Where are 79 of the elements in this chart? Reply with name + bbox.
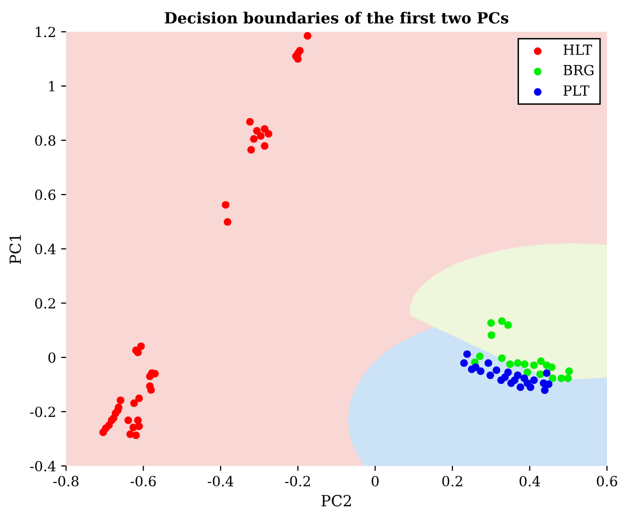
y-tick-label: -0.2 — [30, 406, 55, 418]
point — [460, 359, 468, 367]
x-tick-label: -0.4 — [208, 476, 234, 486]
point — [130, 399, 138, 408]
point — [501, 373, 509, 381]
point — [544, 380, 552, 388]
point — [506, 360, 514, 368]
x-tick-label: 0.4 — [520, 476, 540, 486]
point — [484, 359, 492, 367]
point — [124, 416, 132, 424]
x-tick-label: 0.2 — [442, 476, 462, 486]
x-tick-label: 0.6 — [596, 476, 618, 486]
legend-label: HLT — [563, 44, 592, 55]
y-tick-label: -0.4 — [30, 460, 56, 472]
point — [564, 374, 572, 382]
point — [565, 367, 573, 376]
point — [510, 376, 518, 384]
point — [476, 367, 484, 376]
point — [256, 132, 265, 140]
chart-title: Decision boundaries of the first two PCs — [164, 12, 508, 24]
point — [520, 360, 528, 368]
point — [487, 319, 495, 327]
legend-label: BRG — [563, 64, 594, 76]
x-axis-title: PC2 — [322, 494, 351, 506]
y-tick-label: 0 — [48, 352, 56, 363]
point — [514, 359, 522, 367]
point — [558, 374, 566, 382]
point — [504, 321, 512, 329]
point — [264, 130, 272, 138]
point — [146, 372, 154, 380]
y-tick-label: 0.4 — [35, 244, 56, 254]
point — [548, 374, 556, 382]
y-tick-label: 1 — [49, 80, 54, 92]
point — [524, 379, 532, 387]
point — [536, 370, 544, 378]
point — [260, 125, 268, 133]
point — [135, 422, 143, 430]
point — [472, 363, 480, 371]
x-tick-label: -0.6 — [130, 476, 156, 486]
point — [110, 414, 118, 422]
point — [102, 424, 110, 432]
y-axis-title: PC1 — [9, 235, 22, 264]
point — [116, 396, 124, 404]
point — [296, 46, 304, 55]
point — [542, 369, 551, 377]
y-tick-label: 0.6 — [35, 190, 56, 200]
point — [246, 118, 254, 126]
point — [222, 201, 230, 209]
point — [463, 350, 471, 358]
point — [135, 394, 143, 402]
point — [548, 363, 556, 371]
point — [147, 386, 155, 394]
point — [516, 383, 524, 392]
point — [476, 352, 484, 360]
point — [537, 357, 545, 365]
point — [137, 342, 145, 350]
y-tick-label: 0.8 — [35, 135, 56, 146]
point — [247, 146, 255, 154]
point — [224, 218, 232, 226]
point — [540, 386, 549, 394]
point — [498, 354, 506, 362]
point — [260, 142, 268, 150]
point — [530, 361, 538, 370]
y-tick-label: 1.2 — [36, 26, 55, 38]
x-tick-label: -0.8 — [53, 476, 78, 486]
x-tick-label: 0 — [372, 476, 379, 486]
point — [486, 371, 494, 380]
point — [132, 431, 140, 440]
point — [304, 32, 312, 40]
point — [524, 368, 532, 376]
y-tick-label: 0.2 — [35, 298, 55, 309]
legend-label: PLT — [563, 85, 590, 96]
point — [250, 135, 258, 143]
point — [530, 376, 538, 384]
point — [492, 366, 500, 374]
point — [253, 126, 261, 135]
point — [498, 317, 506, 325]
x-tick-label: -0.2 — [285, 476, 310, 486]
point — [488, 331, 496, 339]
